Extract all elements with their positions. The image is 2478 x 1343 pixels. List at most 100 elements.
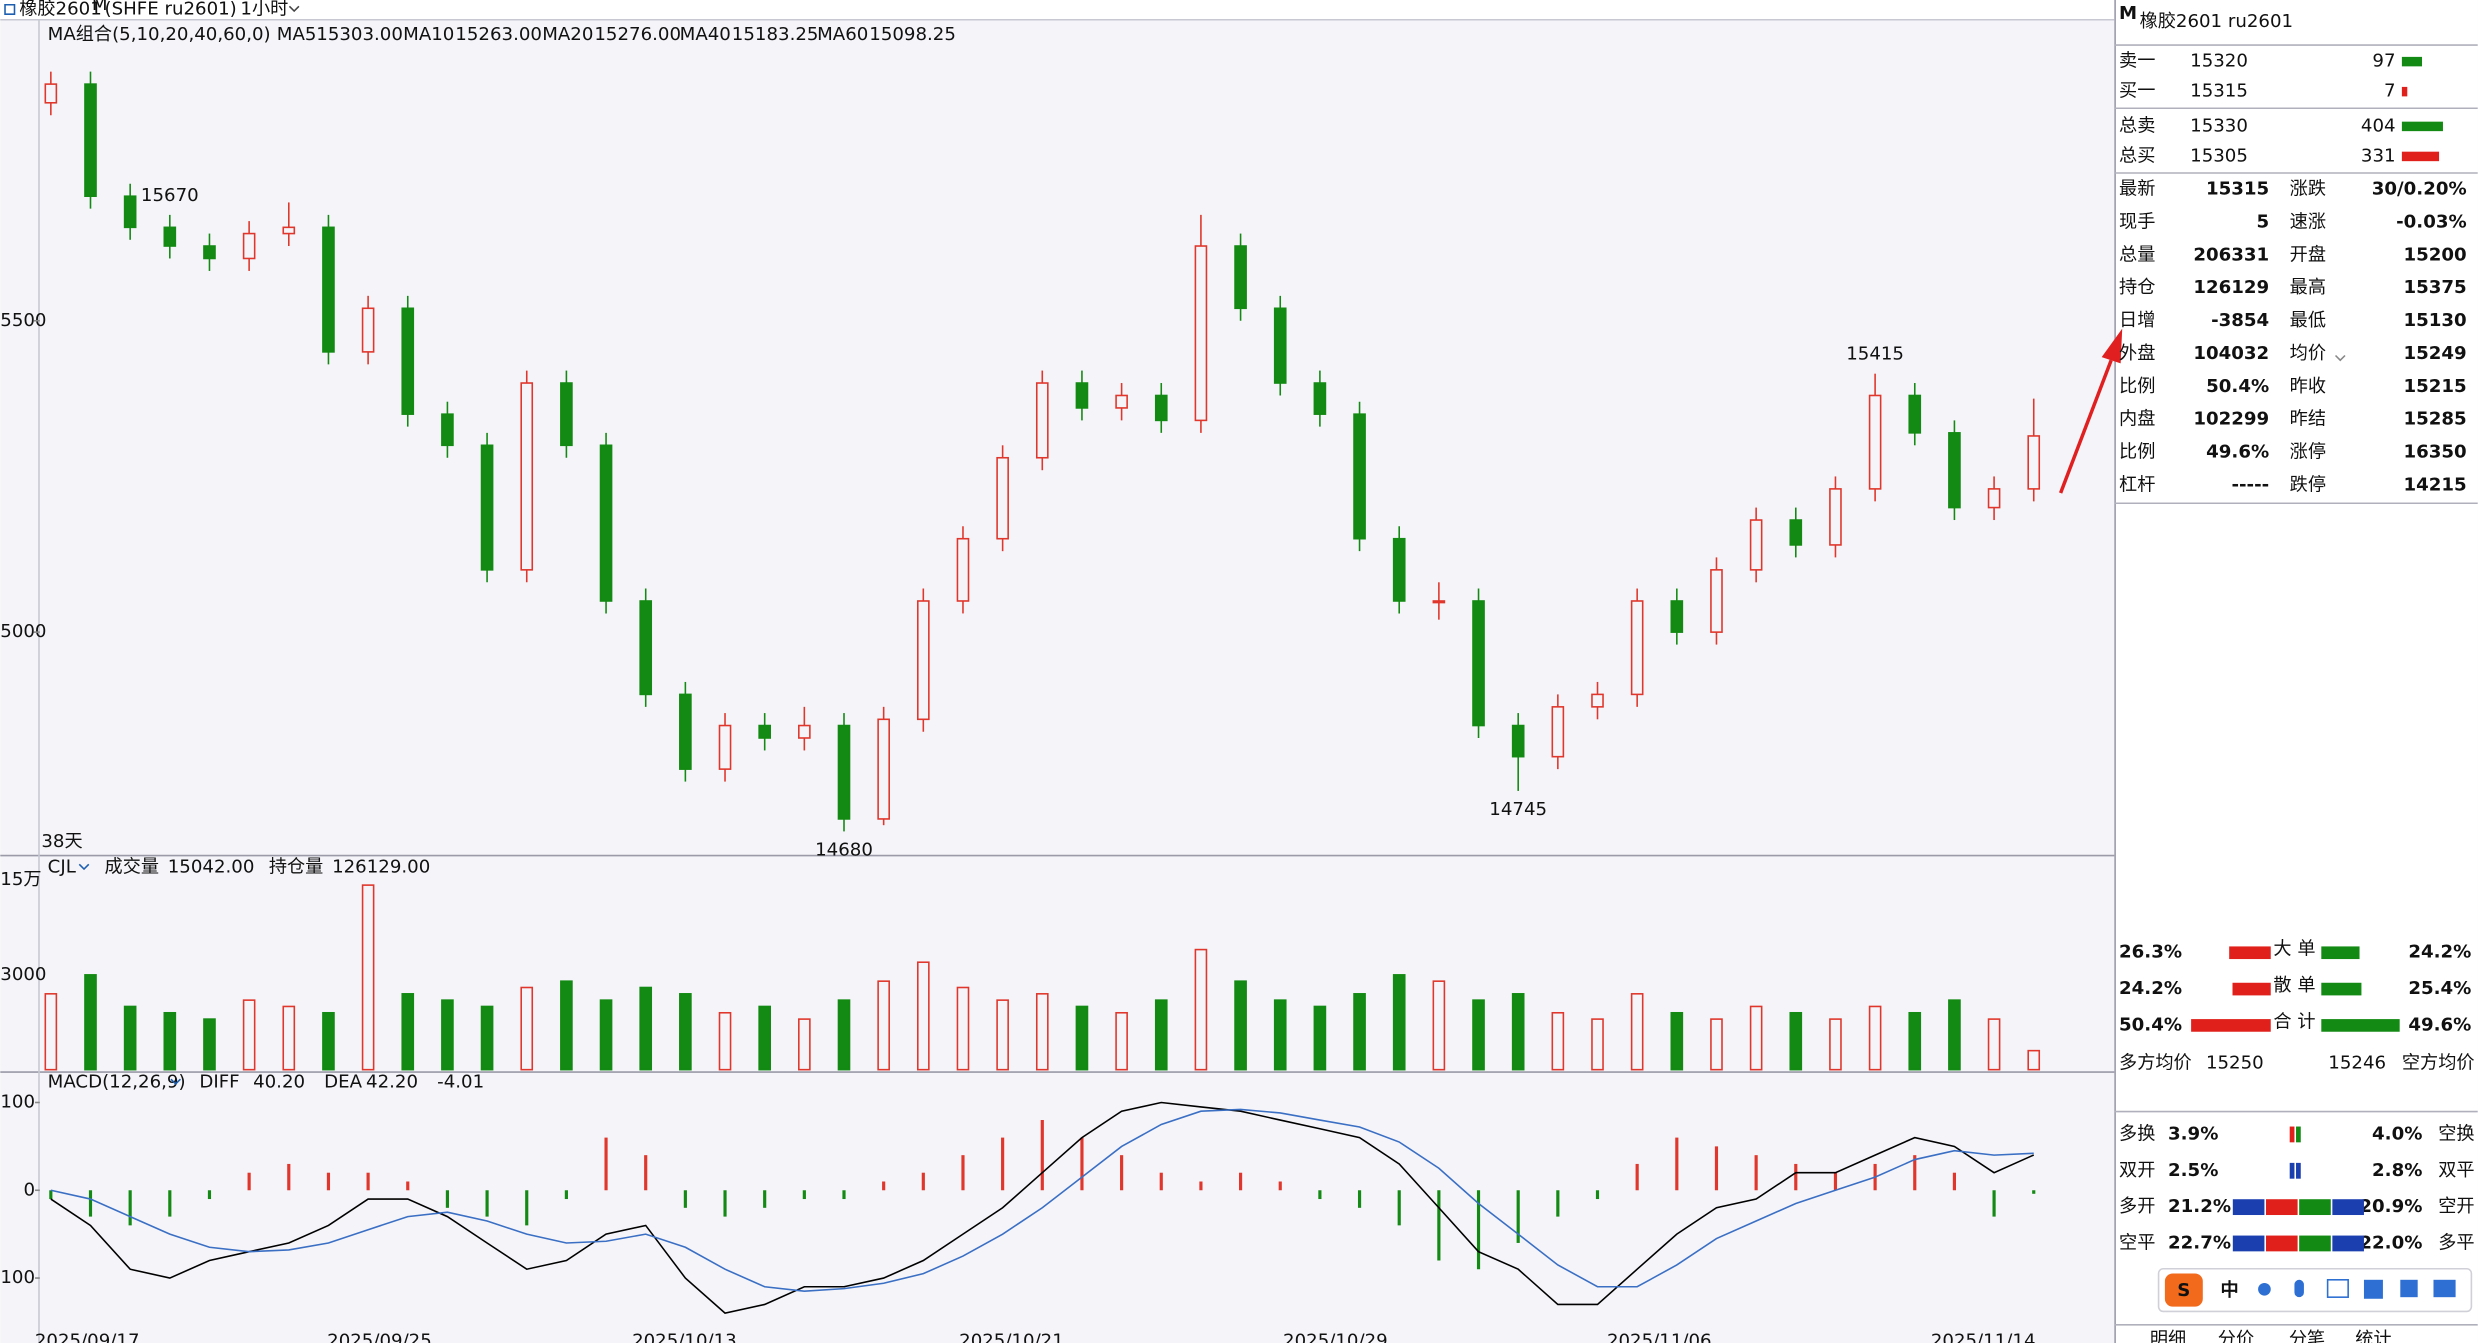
quote-label: 最高 <box>2290 277 2326 298</box>
legend-value: 42.20 <box>366 1071 418 1092</box>
candle-body <box>1392 537 1406 602</box>
volume-bar <box>1353 993 1366 1071</box>
ime-logo-text: S <box>2177 1280 2190 1301</box>
quote-label: 总量 <box>2119 244 2155 265</box>
pos-label: 多开 <box>2119 1196 2155 1217</box>
quote-value: 206331 <box>2193 244 2269 265</box>
flow-label: 合 计 <box>2273 1011 2315 1032</box>
quote-value: 16350 <box>2403 442 2466 463</box>
volume-bar <box>560 980 573 1071</box>
volume-bar <box>1749 1005 1763 1071</box>
quote-value: 15130 <box>2403 310 2466 331</box>
candle-body <box>44 83 58 104</box>
quote-label: 涨跌 <box>2290 179 2326 200</box>
y-tick-label: -100 <box>0 1267 35 1288</box>
legend-name: MA10 <box>403 24 454 45</box>
arrow-shaft <box>2058 359 2113 494</box>
book-bar <box>2401 151 2440 162</box>
candle-body <box>1710 569 1723 633</box>
extreme-label: 15415 <box>1846 344 1904 365</box>
candle-body <box>1511 724 1525 758</box>
flow-buy: 50.4% <box>2119 1014 2182 1035</box>
volume-bar <box>1987 1018 2001 1071</box>
quote-label: 持仓 <box>2119 277 2155 298</box>
candle-body <box>996 456 1009 540</box>
legend-name: DEA <box>324 1071 362 1092</box>
volume-bar <box>1551 1011 1565 1071</box>
chevron <box>170 1078 181 1085</box>
candle-body <box>123 195 137 229</box>
legend-name: MACD(12,26,9) <box>48 1071 186 1092</box>
volume-bar <box>84 974 97 1071</box>
x-date-label: 2025/11/14 <box>1931 1330 2036 1343</box>
volume-bar <box>282 1005 296 1071</box>
book-label: 卖一 <box>2119 51 2155 72</box>
candle-body <box>1591 693 1604 708</box>
volume-bar <box>956 986 970 1071</box>
legend-name: 成交量 <box>105 856 159 877</box>
volume-bar <box>1392 974 1406 1071</box>
pos-block <box>2289 1126 2295 1143</box>
y-tick-label: 15万 <box>0 869 41 890</box>
volume-bar <box>1948 999 1961 1071</box>
candle-body <box>1551 706 1565 758</box>
pos-value: 4.0% <box>2372 1123 2422 1144</box>
candle-body <box>837 724 851 820</box>
candle-body <box>520 382 534 571</box>
candle-body <box>1353 413 1366 540</box>
legend-value: -4.01 <box>437 1071 484 1092</box>
tab: 分价 <box>2218 1329 2254 1343</box>
ime-icon <box>2363 1279 2383 1299</box>
volume-bar <box>916 961 930 1071</box>
legend-value: 15303.00 <box>316 24 403 45</box>
volume-bar <box>1194 948 1208 1071</box>
volume-bar <box>718 1011 732 1071</box>
quote-label: 杠杆 <box>2119 474 2155 495</box>
quote-label: 最新 <box>2119 179 2155 200</box>
quote-value: 15200 <box>2403 244 2466 265</box>
book-volume: 97 <box>2372 51 2395 72</box>
quote-value: 14215 <box>2403 474 2466 495</box>
legend-value: 15183.25 <box>732 24 819 45</box>
pos-block <box>2266 1235 2298 1252</box>
pos-value: 3.9% <box>2168 1123 2218 1144</box>
volume-bar <box>1075 1005 1089 1071</box>
candle-body <box>361 307 375 353</box>
book-volume: 331 <box>2361 145 2396 166</box>
legend-value: 126129.00 <box>332 856 430 877</box>
quote-value: 15285 <box>2403 409 2466 430</box>
period: 1小时 <box>240 0 288 19</box>
candle-body <box>84 83 97 197</box>
arrow-head <box>2101 328 2123 364</box>
candle-body <box>877 718 890 820</box>
volume-bar <box>1789 1011 1803 1071</box>
y-tick-label: 5500 <box>0 310 46 331</box>
y-axis-text: 3000 <box>0 964 46 985</box>
candle-body <box>916 600 930 721</box>
avg-value: 15246 <box>2328 1052 2386 1073</box>
pos-label: 多平 <box>2438 1232 2474 1253</box>
flow-buy: 24.2% <box>2119 978 2182 999</box>
volume-bar <box>520 986 534 1071</box>
volume-bar <box>441 999 454 1071</box>
volume-bar <box>599 999 613 1071</box>
ime-mode: 中 <box>2221 1279 2239 1301</box>
avg-label: 多方均价 <box>2119 1052 2192 1073</box>
pos-block <box>2296 1162 2301 1179</box>
quote-label: 最低 <box>2290 310 2326 331</box>
quote-value: 15215 <box>2403 376 2466 397</box>
pos-block <box>2232 1235 2265 1252</box>
volume-bar <box>1115 1011 1128 1071</box>
extreme-label: 14680 <box>815 839 873 860</box>
volume-bar <box>1670 1011 1684 1071</box>
volume-bar <box>1472 999 1485 1071</box>
quote-label: 内盘 <box>2119 409 2155 430</box>
flow-buy-bar <box>2232 982 2271 996</box>
volume-bar <box>1710 1018 1723 1071</box>
pos-block <box>2299 1235 2331 1252</box>
quote-label: 均价 <box>2290 343 2326 364</box>
volume-bar <box>1630 993 1644 1071</box>
quote-label: 开盘 <box>2290 244 2326 265</box>
candle-body <box>560 382 573 447</box>
quote-value: 30/0.20% <box>2372 179 2467 200</box>
